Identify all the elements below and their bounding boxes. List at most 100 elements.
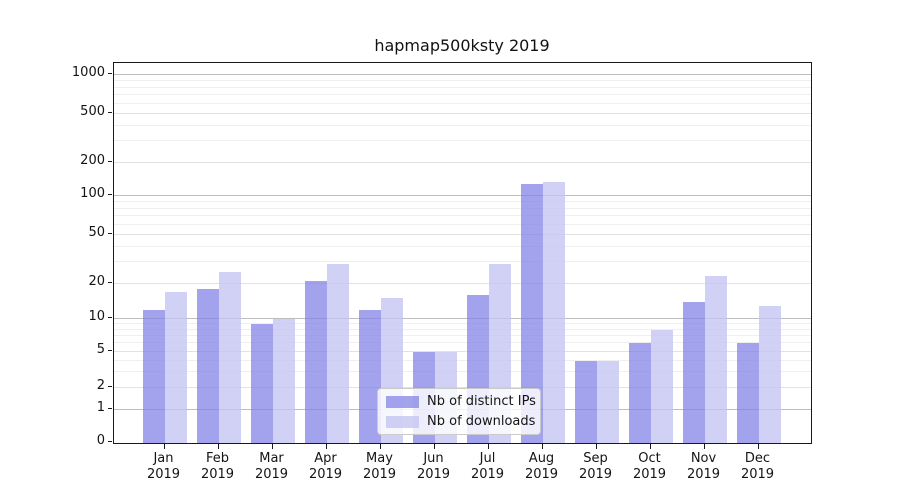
bar-nb-of-downloads-dec bbox=[758, 305, 781, 443]
y-gridline-5 bbox=[114, 351, 811, 352]
bar-nb-of-distinct-ips-sep bbox=[574, 360, 597, 443]
bar-nb-of-downloads-aug bbox=[542, 181, 565, 443]
y-gridline-minor-30 bbox=[114, 260, 811, 262]
x-tick-mark-mar bbox=[271, 444, 273, 449]
y-gridline-minor-700 bbox=[114, 94, 811, 96]
bar-nb-of-distinct-ips-mar bbox=[250, 324, 273, 443]
y-gridline-minor-6 bbox=[114, 342, 811, 344]
x-tick-mark-jul bbox=[487, 444, 489, 449]
y-tick-label-2: 2 bbox=[96, 378, 105, 393]
bar-nb-of-downloads-apr bbox=[326, 263, 349, 443]
legend-swatch-downloads bbox=[386, 415, 419, 428]
y-gridline-minor-40 bbox=[114, 245, 811, 247]
x-tick-mark-feb bbox=[217, 444, 219, 449]
bar-nb-of-downloads-sep bbox=[596, 360, 619, 443]
y-gridline-minor-800 bbox=[114, 86, 811, 88]
plot-area bbox=[113, 62, 812, 444]
y-gridline-minor-80 bbox=[114, 207, 811, 209]
y-tick-mark-100 bbox=[108, 194, 112, 196]
legend-swatch-distinct-ips bbox=[386, 395, 419, 408]
y-gridline-minor-9 bbox=[114, 323, 811, 324]
bar-nb-of-distinct-ips-may bbox=[358, 309, 381, 443]
bar-nb-of-distinct-ips-apr bbox=[304, 280, 327, 443]
y-tick-label-5: 5 bbox=[96, 342, 105, 357]
x-tick-label-apr: Apr 2019 bbox=[308, 451, 343, 482]
x-tick-label-may: May 2019 bbox=[362, 451, 397, 482]
legend: Nb of distinct IPs Nb of downloads bbox=[377, 388, 541, 435]
y-tick-label-0: 0 bbox=[96, 433, 105, 448]
y-tick-label-200: 200 bbox=[80, 153, 105, 168]
y-gridline-1000 bbox=[114, 74, 811, 76]
y-gridline-minor-90 bbox=[114, 201, 811, 203]
y-gridline-minor-70 bbox=[114, 215, 811, 217]
y-tick-mark-2 bbox=[108, 386, 112, 387]
y-gridline-200 bbox=[114, 162, 811, 163]
x-tick-mark-jan bbox=[163, 444, 165, 449]
y-tick-label-20: 20 bbox=[88, 273, 105, 289]
x-tick-mark-may bbox=[379, 444, 381, 449]
y-tick-mark-5 bbox=[108, 350, 112, 351]
bar-nb-of-distinct-ips-dec bbox=[736, 343, 759, 443]
y-tick-label-100: 100 bbox=[80, 186, 105, 202]
x-tick-label-nov: Nov 2019 bbox=[686, 451, 721, 482]
x-tick-label-jul: Jul 2019 bbox=[470, 451, 505, 482]
y-tick-mark-10 bbox=[108, 317, 112, 318]
y-tick-mark-50 bbox=[108, 232, 112, 234]
legend-row-distinct-ips: Nb of distinct IPs bbox=[386, 394, 536, 409]
bar-nb-of-downloads-jan bbox=[164, 291, 187, 443]
bar-nb-of-distinct-ips-jan bbox=[142, 309, 165, 443]
y-gridline-100 bbox=[114, 195, 811, 197]
y-tick-mark-1 bbox=[108, 408, 112, 410]
x-tick-mark-jun bbox=[433, 444, 435, 449]
y-tick-mark-0 bbox=[108, 441, 112, 442]
y-gridline-50 bbox=[114, 233, 811, 235]
y-tick-label-50: 50 bbox=[88, 224, 105, 240]
legend-label-distinct-ips: Nb of distinct IPs bbox=[427, 394, 536, 409]
legend-label-downloads: Nb of downloads bbox=[427, 414, 536, 429]
y-gridline-minor-7 bbox=[114, 335, 811, 336]
x-tick-mark-dec bbox=[757, 444, 759, 449]
x-tick-label-jun: Jun 2019 bbox=[416, 451, 451, 482]
bar-nb-of-downloads-feb bbox=[218, 271, 241, 443]
y-gridline-minor-8 bbox=[114, 328, 811, 330]
x-tick-label-dec: Dec 2019 bbox=[740, 451, 775, 482]
y-tick-label-1: 1 bbox=[96, 400, 105, 416]
x-tick-mark-apr bbox=[325, 444, 327, 449]
y-tick-mark-200 bbox=[108, 161, 112, 162]
y-tick-mark-1000 bbox=[108, 73, 112, 75]
y-tick-label-500: 500 bbox=[80, 103, 105, 119]
y-gridline-minor-900 bbox=[114, 80, 811, 82]
x-tick-mark-nov bbox=[703, 444, 705, 449]
y-gridline-minor-400 bbox=[114, 124, 811, 126]
y-tick-label-1000: 1000 bbox=[71, 65, 105, 81]
chart-title: hapmap500ksty 2019 bbox=[374, 36, 550, 55]
x-tick-mark-oct bbox=[649, 444, 651, 449]
bar-nb-of-downloads-nov bbox=[704, 276, 727, 443]
x-tick-label-sep: Sep 2019 bbox=[578, 451, 613, 482]
y-gridline-10 bbox=[114, 318, 811, 319]
bar-nb-of-downloads-mar bbox=[272, 319, 295, 443]
x-tick-label-jan: Jan 2019 bbox=[146, 451, 181, 482]
y-gridline-minor-300 bbox=[114, 140, 811, 142]
y-gridline-2 bbox=[114, 387, 811, 388]
y-gridline-minor-600 bbox=[114, 102, 811, 104]
x-tick-mark-aug bbox=[541, 444, 543, 449]
y-tick-label-10: 10 bbox=[88, 309, 105, 324]
legend-row-downloads: Nb of downloads bbox=[386, 414, 536, 429]
y-tick-mark-20 bbox=[108, 281, 112, 283]
x-tick-label-mar: Mar 2019 bbox=[254, 451, 289, 482]
x-tick-label-feb: Feb 2019 bbox=[200, 451, 235, 482]
bar-nb-of-distinct-ips-feb bbox=[196, 288, 219, 443]
bar-nb-of-distinct-ips-oct bbox=[628, 343, 651, 443]
bar-nb-of-downloads-oct bbox=[650, 329, 673, 443]
y-gridline-minor-60 bbox=[114, 223, 811, 225]
x-tick-mark-sep bbox=[595, 444, 597, 449]
y-gridline-20 bbox=[114, 282, 811, 284]
y-tick-mark-500 bbox=[108, 111, 112, 113]
x-tick-label-oct: Oct 2019 bbox=[632, 451, 667, 482]
bar-nb-of-distinct-ips-nov bbox=[682, 301, 705, 443]
y-gridline-minor-4 bbox=[114, 359, 811, 361]
y-gridline-500 bbox=[114, 112, 811, 114]
x-tick-label-aug: Aug 2019 bbox=[524, 451, 559, 482]
